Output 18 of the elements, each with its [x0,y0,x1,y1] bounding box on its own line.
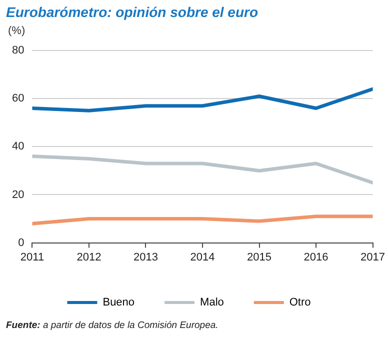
x-tick-label: 2012 [76,251,102,264]
y-tick-label: 0 [18,236,24,249]
x-tick-label: 2015 [247,251,272,264]
x-tick-label: 2013 [134,251,158,264]
chart-title: Eurobarómetro: opinión sobre el euro [6,4,258,20]
x-tick-label: 2014 [190,251,215,264]
y-axis-title: (%) [8,25,26,37]
y-tick-label: 80 [12,44,24,57]
legend-label: Bueno [102,296,135,309]
y-tick-label: 40 [12,140,24,153]
y-tick-label: 60 [12,92,24,105]
source-note: Fuente: a partir de datos de la Comisión Europea. [6,320,218,331]
x-tick-label: 2016 [304,251,328,264]
x-tick-label: 2017 [360,251,386,264]
legend-label: Otro [289,296,311,309]
y-tick-label: 20 [12,188,24,201]
legend-label: Malo [200,296,224,309]
x-tick-label: 2011 [20,251,44,264]
